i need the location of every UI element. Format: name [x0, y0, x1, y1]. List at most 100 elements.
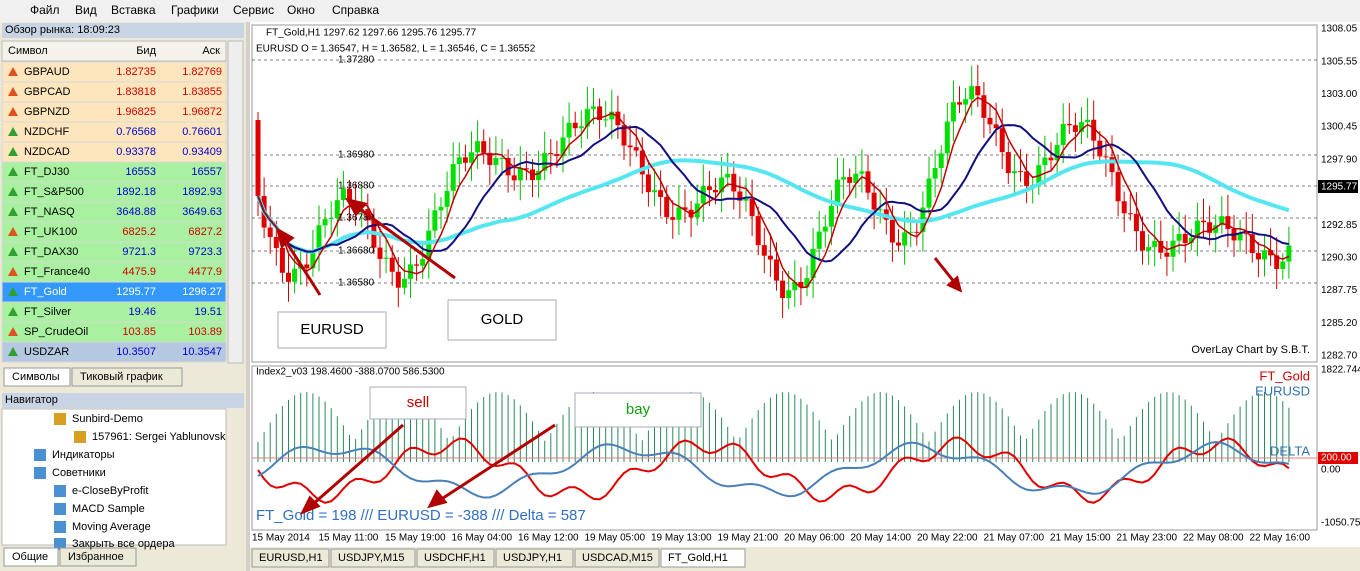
bid: 1.83818	[116, 86, 156, 98]
tree-icon[interactable]	[54, 485, 66, 497]
time-label: 20 May 22:00	[917, 533, 978, 544]
panel-tab: Символы	[12, 371, 60, 383]
row-icon	[8, 227, 18, 236]
tree-item[interactable]: Moving Average	[72, 521, 151, 533]
symbol: FT_NASQ	[24, 206, 75, 218]
tree-item[interactable]: 157961: Sergei Yablunovsk	[92, 431, 226, 443]
candle-body	[1176, 233, 1182, 241]
menu-item[interactable]: Графики	[171, 3, 219, 17]
bid: 3648.88	[116, 206, 156, 218]
tree-item[interactable]: Закрыть все ордера	[72, 538, 175, 550]
candle-body	[944, 121, 950, 154]
chart-tab[interactable]	[660, 548, 746, 568]
candle-body	[1286, 245, 1292, 262]
indicator-header: Index2_v03 198.4600 -388.0700 586.5300	[256, 367, 445, 378]
price-label: 1285.20	[1321, 318, 1358, 329]
candle-body	[743, 198, 749, 201]
candle-body	[999, 128, 1005, 153]
chart-tab[interactable]: USDJPY,M15	[338, 552, 404, 564]
candle-body	[1188, 237, 1194, 243]
symbol: FT_France40	[24, 266, 90, 278]
candle-body	[1237, 233, 1243, 241]
candle-body	[1079, 122, 1084, 132]
chart-tab[interactable]: FT_Gold,H1	[668, 552, 728, 564]
tree-item[interactable]: e-CloseByProfit	[72, 485, 148, 497]
candle-body	[499, 157, 505, 159]
bid: 16553	[125, 166, 156, 178]
time-label: 19 May 21:00	[718, 533, 779, 544]
tree-item[interactable]: MACD Sample	[72, 503, 145, 515]
menu-item[interactable]: Вставка	[111, 3, 156, 17]
menu-item[interactable]: Файл	[30, 3, 60, 17]
candle-body	[816, 231, 822, 249]
row-icon	[8, 327, 18, 336]
annotation: EURUSD	[300, 321, 364, 338]
chart-tab[interactable]: USDCAD,M15	[582, 552, 653, 564]
price-label: 1303.00	[1321, 89, 1358, 100]
candle-body	[1225, 216, 1231, 229]
chart-tab[interactable]	[251, 548, 330, 568]
panel-tab[interactable]	[59, 547, 137, 567]
candle-body	[1066, 123, 1072, 126]
chart-tab[interactable]: EURUSD,H1	[259, 552, 323, 564]
chart-tab[interactable]	[495, 548, 574, 568]
candle-body	[914, 231, 920, 233]
candle-body	[1109, 157, 1115, 173]
candle-body	[591, 106, 596, 109]
annotation: sell	[407, 394, 430, 411]
ask: 6827.2	[188, 226, 222, 238]
candle-body	[676, 207, 682, 220]
bid: 103.85	[122, 326, 156, 338]
menu-item[interactable]: Окно	[287, 3, 315, 17]
chart-tab[interactable]: USDJPY,H1	[503, 552, 562, 564]
candle-body	[1140, 231, 1145, 251]
candle-body	[1121, 201, 1127, 214]
tree-icon[interactable]	[34, 449, 46, 461]
panel-tab[interactable]	[71, 367, 183, 387]
menu-item[interactable]: Справка	[332, 3, 379, 17]
symbol: GBPAUD	[24, 66, 70, 78]
candle-body	[713, 190, 718, 193]
candle-body	[725, 173, 731, 178]
tree-icon[interactable]	[34, 467, 46, 479]
candle-body	[1219, 216, 1225, 226]
candle-body	[395, 271, 401, 288]
candle-body	[456, 157, 462, 165]
chart-tab[interactable]: USDCHF,H1	[424, 552, 486, 564]
tree-icon[interactable]	[54, 413, 66, 425]
candle-body	[1182, 233, 1188, 243]
candle-body	[652, 190, 657, 193]
time-label: 21 May 23:00	[1117, 533, 1178, 544]
chart-tab[interactable]	[574, 548, 660, 568]
overlay-label: 1.36680	[338, 246, 375, 257]
annotation: bay	[626, 401, 651, 418]
tree-icon[interactable]	[54, 538, 66, 550]
candle-body	[597, 106, 603, 120]
candle-body	[1249, 234, 1255, 254]
tree-item[interactable]: Sunbird-Demo	[72, 413, 143, 425]
symbol: FT_UK100	[24, 226, 77, 238]
menu-item[interactable]: Сервис	[233, 3, 274, 17]
chart-tab[interactable]	[416, 548, 495, 568]
tree-icon[interactable]	[74, 431, 86, 443]
candle-body	[682, 207, 688, 210]
candle-body	[889, 219, 895, 243]
menu-item[interactable]: Вид	[75, 3, 97, 17]
chart-tab[interactable]	[330, 548, 416, 568]
tree-item[interactable]: Советники	[52, 467, 106, 479]
tree-item[interactable]: Индикаторы	[52, 449, 115, 461]
panel-tab[interactable]	[3, 367, 71, 387]
indicator-axis-label: 1822.744	[1321, 365, 1360, 376]
candle-body	[584, 108, 590, 127]
candle-body	[981, 95, 987, 118]
tree-icon[interactable]	[54, 521, 66, 533]
candle-body	[273, 236, 279, 248]
tree-icon[interactable]	[54, 503, 66, 515]
indicator-line	[257, 440, 1290, 499]
symbol-row[interactable]	[1, 341, 227, 363]
candle-body	[963, 99, 969, 105]
indicator-legend: EURUSD	[1255, 383, 1310, 398]
candle-body	[1213, 225, 1219, 233]
panel-tab[interactable]	[3, 547, 59, 567]
